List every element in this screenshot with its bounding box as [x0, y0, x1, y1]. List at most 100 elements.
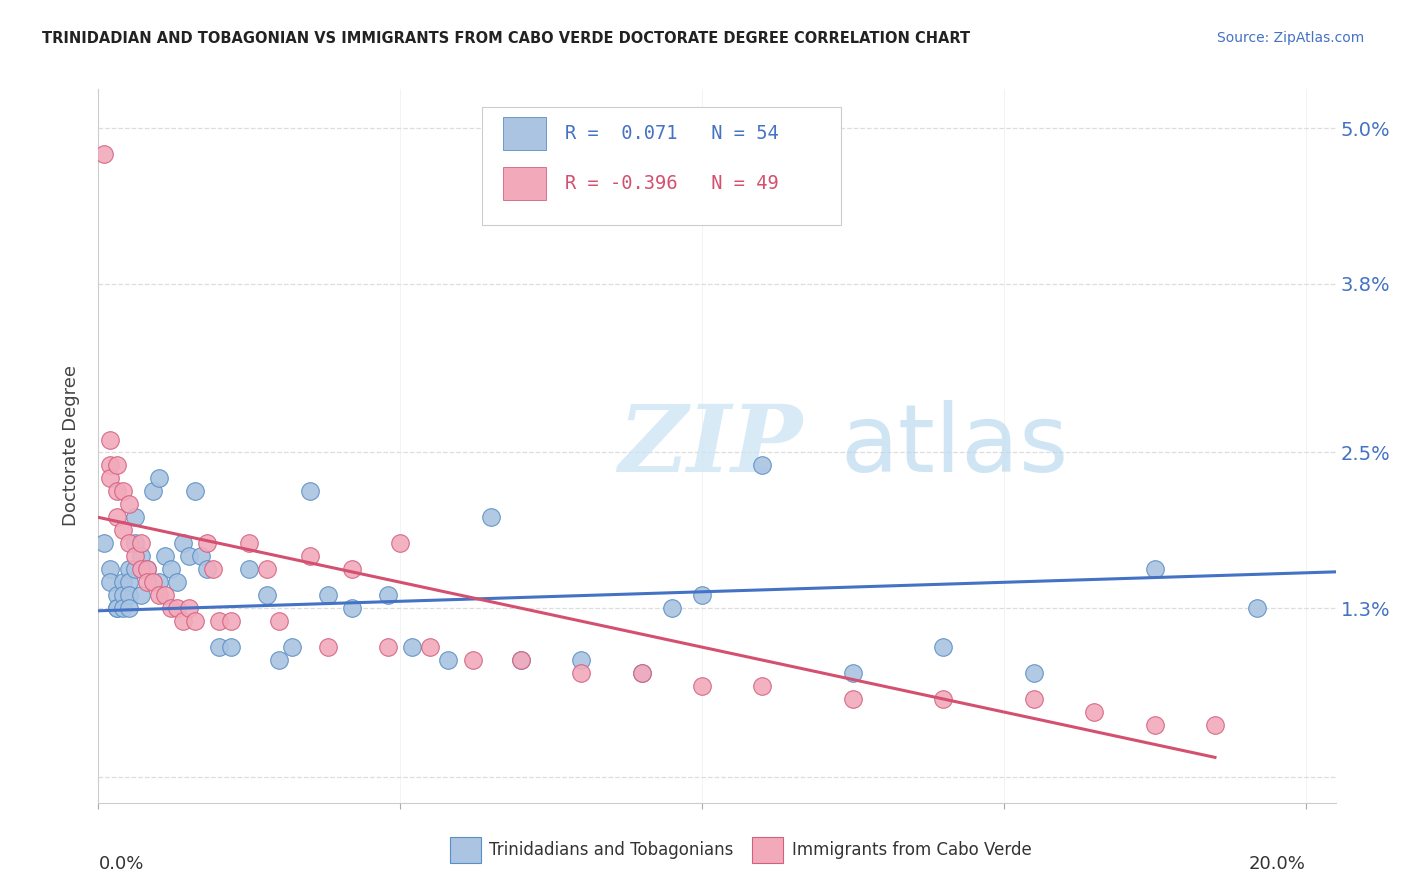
Text: R = -0.396   N = 49: R = -0.396 N = 49: [565, 174, 779, 193]
Point: [100, 458, 122, 473]
Point: [124, 536, 146, 550]
Point: [316, 588, 339, 602]
Point: [160, 562, 183, 576]
Point: [661, 601, 683, 615]
Point: [148, 575, 170, 590]
FancyBboxPatch shape: [503, 118, 547, 150]
Point: [124, 562, 146, 576]
Point: [419, 640, 441, 654]
Text: TRINIDADIAN AND TOBAGONIAN VS IMMIGRANTS FROM CABO VERDE DOCTORATE DEGREE CORREL: TRINIDADIAN AND TOBAGONIAN VS IMMIGRANTS…: [42, 31, 970, 46]
Point: [190, 549, 212, 564]
Point: [111, 601, 134, 615]
Text: Immigrants from Cabo Verde: Immigrants from Cabo Verde: [792, 841, 1032, 859]
Point: [630, 666, 652, 681]
Point: [298, 549, 321, 564]
Point: [172, 614, 194, 628]
Point: [208, 614, 231, 628]
Point: [195, 562, 218, 576]
Point: [1143, 718, 1166, 732]
Point: [166, 601, 188, 615]
Point: [124, 549, 146, 564]
Point: [166, 575, 188, 590]
Point: [298, 484, 321, 499]
Point: [401, 640, 423, 654]
Point: [630, 666, 652, 681]
Point: [569, 653, 592, 667]
Point: [932, 640, 955, 654]
Point: [1143, 562, 1166, 576]
Point: [148, 588, 170, 602]
Point: [1083, 705, 1105, 719]
Point: [1022, 666, 1045, 681]
Point: [135, 575, 157, 590]
Point: [932, 692, 955, 706]
Text: ZIP: ZIP: [619, 401, 803, 491]
Point: [111, 588, 134, 602]
Point: [100, 575, 122, 590]
Point: [280, 640, 302, 654]
Point: [117, 562, 139, 576]
Point: [93, 147, 115, 161]
Point: [142, 484, 165, 499]
Point: [377, 640, 399, 654]
Point: [105, 601, 128, 615]
Point: [509, 653, 531, 667]
Point: [208, 640, 231, 654]
Point: [690, 679, 713, 693]
Point: [256, 562, 278, 576]
Point: [177, 601, 200, 615]
Point: [129, 562, 152, 576]
Point: [219, 614, 242, 628]
Point: [117, 601, 139, 615]
Point: [100, 562, 122, 576]
Point: [117, 536, 139, 550]
Point: [148, 471, 170, 485]
Text: 20.0%: 20.0%: [1249, 855, 1306, 872]
Point: [100, 433, 122, 447]
Point: [751, 679, 773, 693]
Point: [100, 471, 122, 485]
Point: [105, 510, 128, 524]
Point: [105, 458, 128, 473]
Point: [172, 536, 194, 550]
Y-axis label: Doctorate Degree: Doctorate Degree: [62, 366, 80, 526]
Point: [377, 588, 399, 602]
Point: [479, 510, 502, 524]
Text: Source: ZipAtlas.com: Source: ZipAtlas.com: [1216, 31, 1364, 45]
Point: [111, 484, 134, 499]
Point: [142, 575, 165, 590]
Point: [269, 614, 291, 628]
Point: [461, 653, 484, 667]
Point: [238, 536, 260, 550]
Point: [202, 562, 225, 576]
Point: [1022, 692, 1045, 706]
Point: [117, 497, 139, 511]
Point: [195, 536, 218, 550]
Point: [153, 588, 176, 602]
Point: [751, 458, 773, 473]
Point: [219, 640, 242, 654]
Point: [105, 588, 128, 602]
Point: [129, 549, 152, 564]
Point: [569, 666, 592, 681]
Point: [135, 562, 157, 576]
Point: [389, 536, 412, 550]
Point: [153, 549, 176, 564]
Point: [256, 588, 278, 602]
Point: [117, 588, 139, 602]
Point: [105, 484, 128, 499]
Point: [238, 562, 260, 576]
Text: Trinidadians and Tobagonians: Trinidadians and Tobagonians: [489, 841, 734, 859]
Text: atlas: atlas: [841, 400, 1069, 492]
Point: [316, 640, 339, 654]
Point: [129, 588, 152, 602]
Point: [269, 653, 291, 667]
FancyBboxPatch shape: [503, 168, 547, 200]
Point: [117, 575, 139, 590]
Point: [160, 601, 183, 615]
Point: [842, 692, 865, 706]
Text: 0.0%: 0.0%: [98, 855, 143, 872]
Point: [129, 536, 152, 550]
FancyBboxPatch shape: [482, 107, 841, 225]
Point: [184, 614, 207, 628]
